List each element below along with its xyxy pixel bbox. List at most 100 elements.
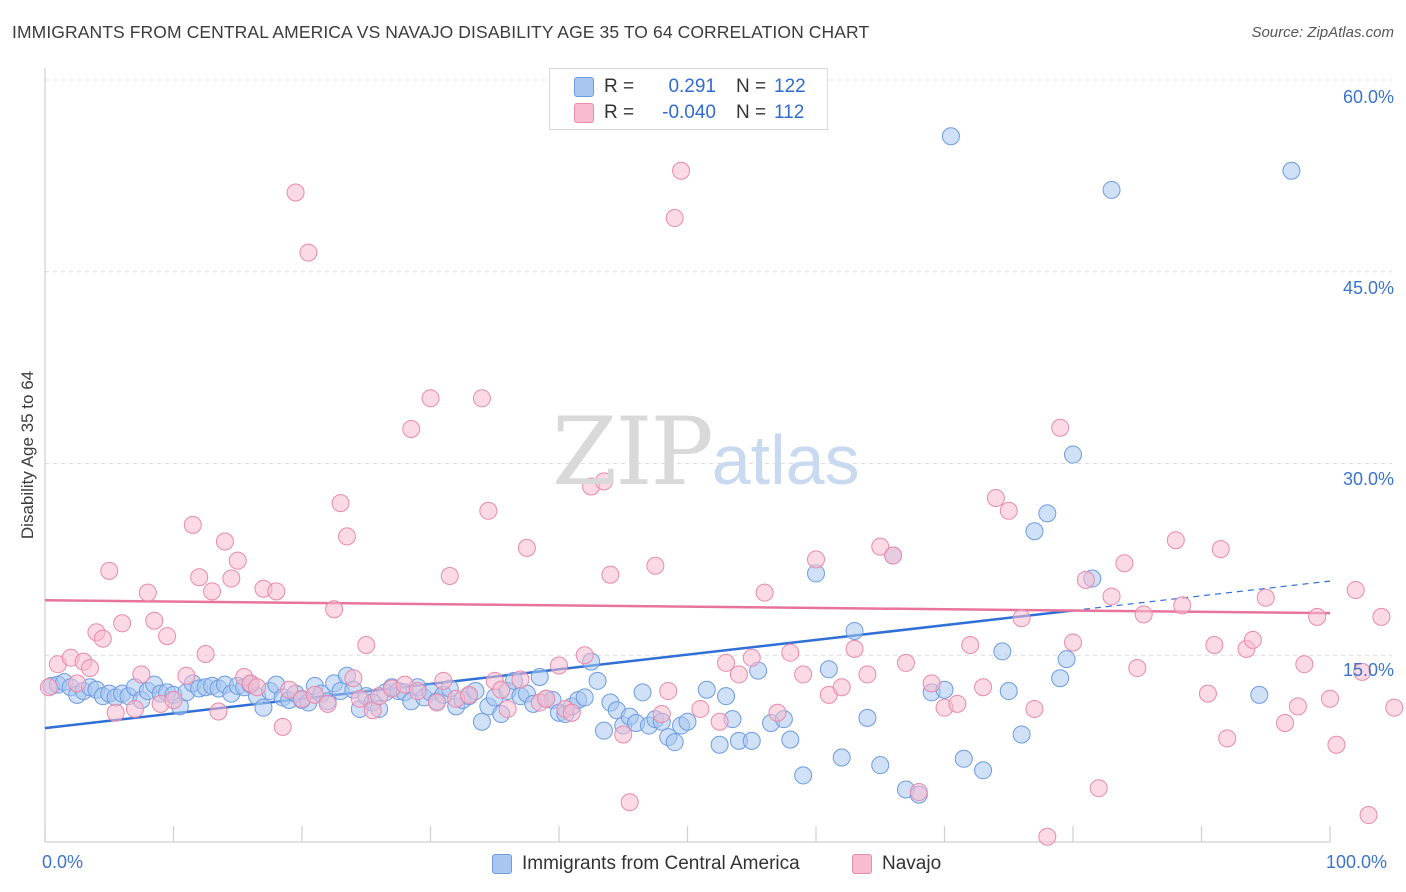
point-immigrants [1064,445,1082,464]
point-navajo [1327,735,1346,754]
point-navajo [594,472,613,491]
point-navajo [710,712,729,731]
point-navajo [614,725,633,744]
point-navajo [325,600,344,619]
point-navajo [68,674,87,693]
point-navajo [1198,684,1217,703]
point-navajo [1128,659,1147,678]
point-navajo [80,659,99,678]
point-navajo [183,515,202,534]
point-navajo [665,209,684,228]
point-navajo [1346,581,1365,600]
point-navajo [1372,607,1391,626]
point-immigrants [832,748,851,767]
source-credit: Source: ZipAtlas.com [1251,24,1394,41]
point-navajo [1173,596,1192,615]
point-navajo [909,783,928,802]
point-navajo [215,532,234,551]
point-navajo [896,653,915,672]
point-immigrants [588,671,607,690]
point-navajo [196,644,215,663]
point-navajo [421,389,440,408]
point-navajo [1038,827,1057,846]
point-navajo [299,243,318,262]
point-navajo [472,389,491,408]
point-immigrants [742,731,761,750]
point-navajo [190,568,209,587]
point-navajo [1166,531,1185,550]
point-navajo [986,489,1005,508]
point-navajo [1243,630,1262,649]
chart-title: IMMIGRANTS FROM CENTRAL AMERICA VS NAVAJ… [12,22,870,42]
point-immigrants [710,735,729,754]
point-navajo [164,690,183,709]
point-navajo [228,551,247,570]
point-navajo [550,656,568,675]
point-immigrants [993,642,1012,661]
point-immigrants [1250,685,1269,704]
point-immigrants [594,721,613,740]
point-navajo [427,693,446,712]
point-navajo [974,678,993,697]
point-immigrants [1038,504,1057,523]
point-navajo [479,501,498,520]
point-navajo [537,689,556,708]
legend-n-label: N = [736,102,767,123]
point-navajo [248,678,267,697]
legend-swatch-immigrants [574,77,594,97]
point-immigrants [858,708,877,727]
point-immigrants [1012,725,1031,744]
point-navajo [100,561,119,580]
point-navajo [331,494,350,513]
point-navajo [318,694,337,713]
legend-r-value: 0.291 [668,76,716,97]
point-navajo [305,685,324,704]
point-navajo [460,685,479,704]
point-navajo [357,636,376,655]
point-navajo [1276,714,1295,733]
point-navajo [729,665,748,684]
point-navajo [755,583,774,602]
point-navajo [652,705,671,724]
bottom-legend-swatch-immigrants [492,854,512,874]
point-navajo [742,648,761,667]
x-tick-label-min: 0.0% [42,852,84,872]
point-immigrants [871,756,890,775]
point-navajo [1076,570,1095,589]
point-navajo [999,501,1018,520]
point-immigrants [999,682,1018,701]
point-navajo [794,665,813,684]
point-immigrants [1102,180,1121,199]
point-navajo [145,611,164,630]
point-navajo [562,703,581,722]
point-navajo [492,680,511,699]
point-navajo [1359,806,1378,825]
point-navajo [717,653,736,672]
y-tick-label-45: 45.0% [1342,278,1394,298]
point-immigrants [254,698,273,717]
point-navajo [768,703,787,722]
point-navajo [158,627,177,646]
point-navajo [1385,698,1404,717]
x-tick-label-max: 100.0% [1326,852,1388,872]
point-navajo [922,674,941,693]
point-immigrants [1057,650,1076,669]
y-tick-label-30: 30.0% [1342,469,1394,489]
point-navajo [691,699,710,718]
point-navajo [1295,655,1314,674]
trend-line-navajo [44,599,1331,615]
point-navajo [517,538,536,557]
point-navajo [871,537,890,556]
point-navajo [807,550,825,569]
point-immigrants [954,749,973,768]
point-immigrants [717,687,736,706]
legend-r-label: R = [604,102,635,123]
point-immigrants [678,712,697,731]
bottom-legend-label-immigrants: Immigrants from Central America [522,853,800,874]
point-navajo [280,680,299,699]
point-navajo [646,556,665,575]
point-navajo [113,614,132,633]
point-navajo [350,689,369,708]
point-navajo [344,669,363,688]
y-tick-label-15: 15.0% [1342,660,1394,680]
